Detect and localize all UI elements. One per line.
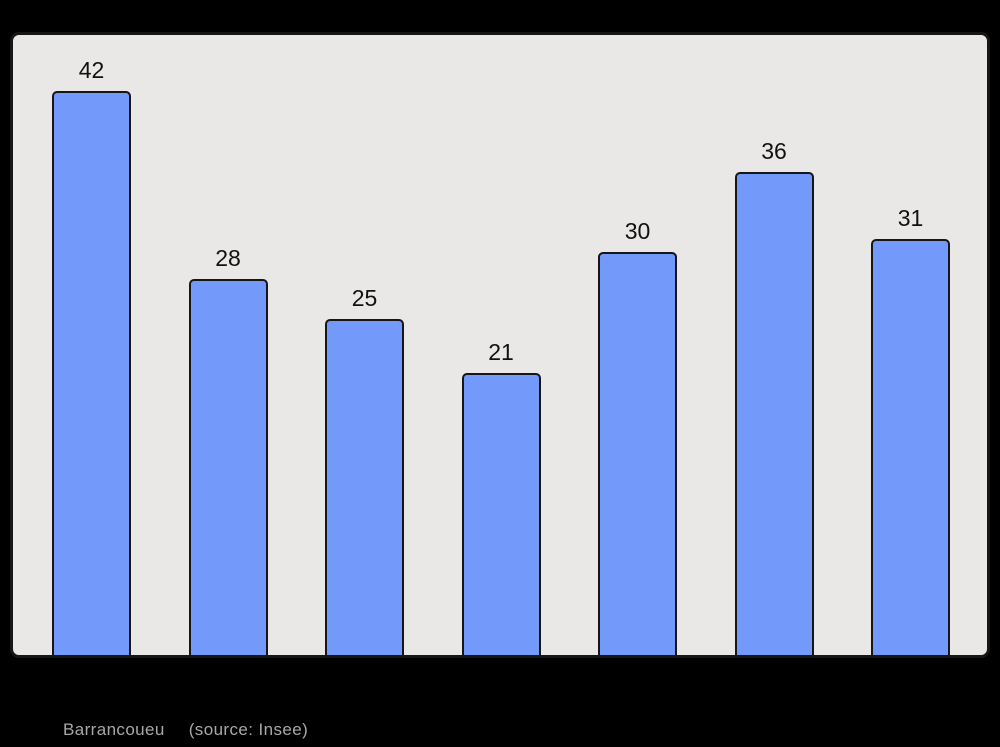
bar-value-label: 28 (215, 245, 241, 271)
caption-source: (source: Insee) (188, 720, 309, 739)
bar-chart: 42 28 25 21 30 36 31 (10, 32, 990, 658)
bar-group: 30 (598, 218, 677, 655)
plot-area: 42 28 25 21 30 36 31 (13, 35, 987, 655)
bar-value-label: 42 (78, 57, 105, 83)
bar (325, 319, 404, 655)
bar (734, 172, 814, 655)
bar-value-label: 30 (624, 218, 651, 244)
bar-value-label: 25 (351, 285, 378, 311)
bar-group: 42 (52, 57, 131, 655)
chart-caption: Barrancoueu (source: Insee) (63, 720, 308, 740)
caption-name: Barrancoueu (63, 720, 165, 739)
bar-value-label: 21 (488, 339, 514, 365)
bar (871, 239, 950, 655)
bar-group: 21 (461, 339, 541, 655)
bar (188, 279, 268, 655)
bar-group: 25 (325, 285, 404, 655)
bar (52, 91, 131, 655)
bar-group: 31 (871, 205, 950, 655)
bar-group: 36 (734, 138, 814, 655)
bar (598, 252, 677, 655)
bar-value-label: 36 (761, 138, 787, 164)
bar (461, 373, 541, 655)
bar-value-label: 31 (897, 205, 924, 231)
bar-group: 28 (188, 245, 268, 655)
